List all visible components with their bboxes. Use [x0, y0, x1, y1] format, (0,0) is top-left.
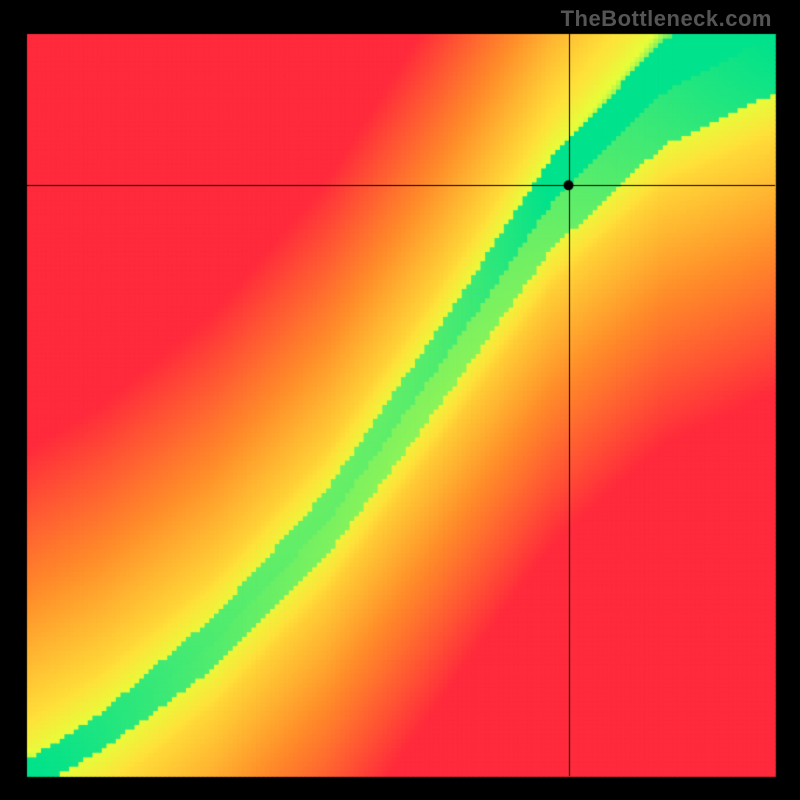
- chart-container: TheBottleneck.com: [0, 0, 800, 800]
- watermark-label: TheBottleneck.com: [561, 6, 772, 32]
- bottleneck-heatmap-canvas: [0, 0, 800, 800]
